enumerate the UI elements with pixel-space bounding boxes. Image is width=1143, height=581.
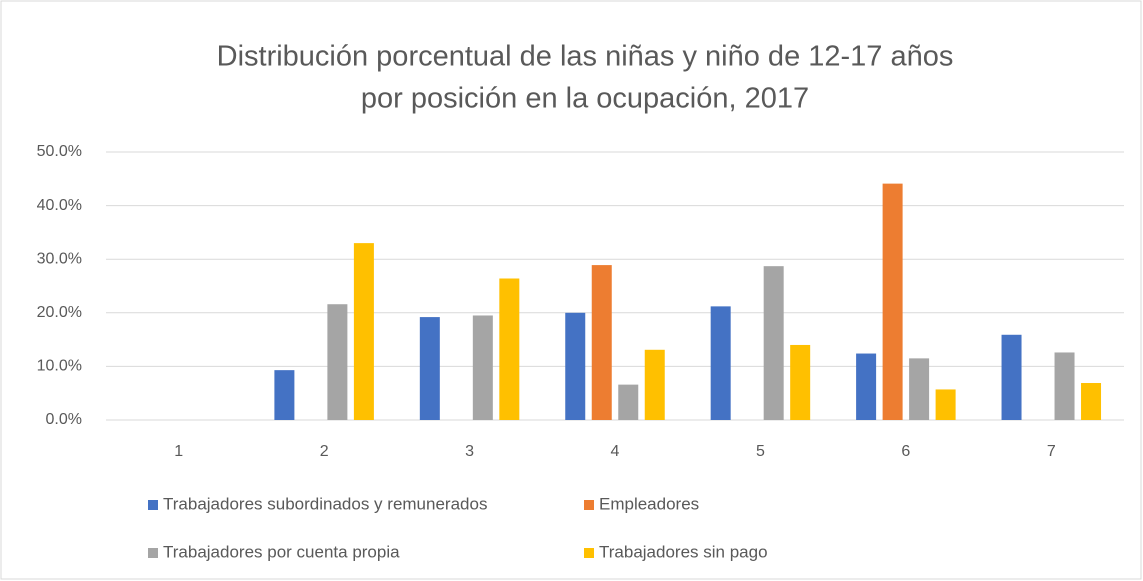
bar bbox=[353, 243, 374, 420]
x-tick-label: 2 bbox=[320, 443, 329, 460]
bar bbox=[419, 317, 440, 420]
x-tick-label: 7 bbox=[1047, 443, 1056, 460]
y-tick-label: 50.0% bbox=[37, 143, 82, 160]
bar bbox=[499, 278, 520, 420]
bar bbox=[327, 304, 348, 420]
legend-swatch bbox=[148, 548, 158, 558]
x-tick-label: 3 bbox=[465, 443, 474, 460]
bar bbox=[618, 384, 639, 420]
bar bbox=[644, 349, 665, 420]
y-tick-label: 0.0% bbox=[46, 411, 82, 428]
bar bbox=[1054, 352, 1075, 420]
bar bbox=[1001, 334, 1022, 420]
bar bbox=[935, 389, 956, 420]
bar bbox=[790, 344, 811, 420]
legend-label: Trabajadores por cuenta propia bbox=[163, 542, 400, 561]
bar bbox=[591, 265, 612, 420]
bar bbox=[882, 183, 903, 420]
x-tick-label: 1 bbox=[174, 443, 183, 460]
bar bbox=[710, 306, 731, 420]
y-tick-label: 30.0% bbox=[37, 250, 82, 267]
bar bbox=[1081, 383, 1102, 420]
bar bbox=[472, 315, 493, 420]
bar bbox=[565, 312, 586, 420]
bar bbox=[856, 353, 877, 420]
chart-title: Distribución porcentual de las niñas y n… bbox=[217, 41, 954, 73]
y-tick-label: 10.0% bbox=[37, 358, 82, 375]
x-tick-label: 5 bbox=[756, 443, 765, 460]
x-tick-label: 6 bbox=[901, 443, 910, 460]
legend-swatch bbox=[148, 500, 158, 510]
bar bbox=[909, 358, 930, 420]
y-tick-label: 40.0% bbox=[37, 197, 82, 214]
legend-swatch bbox=[584, 548, 594, 558]
legend-label: Trabajadores sin pago bbox=[599, 542, 768, 561]
legend-label: Empleadores bbox=[599, 494, 699, 513]
y-tick-label: 20.0% bbox=[37, 304, 82, 321]
legend-label: Trabajadores subordinados y remunerados bbox=[163, 494, 487, 513]
legend-swatch bbox=[584, 500, 594, 510]
bar bbox=[274, 370, 295, 420]
bar bbox=[763, 266, 784, 420]
x-tick-label: 4 bbox=[611, 443, 620, 460]
chart-title: por posición en la ocupación, 2017 bbox=[361, 83, 809, 115]
